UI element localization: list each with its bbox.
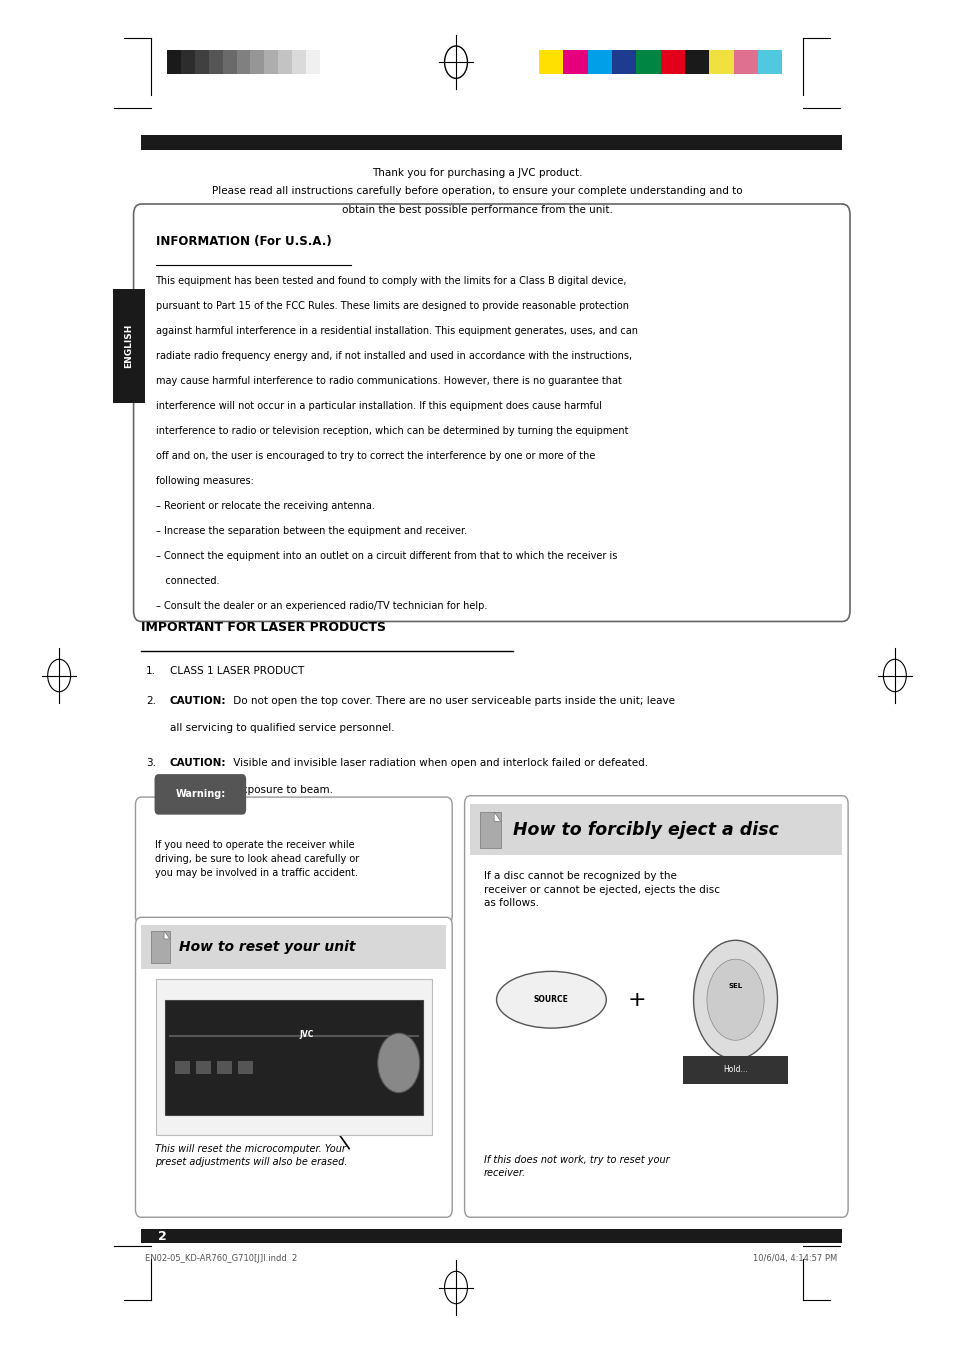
Text: This equipment has been tested and found to comply with the limits for a Class B: This equipment has been tested and found…: [155, 276, 626, 285]
Text: If a disc cannot be recognized by the
receiver or cannot be ejected, ejects the : If a disc cannot be recognized by the re…: [483, 871, 719, 908]
Bar: [195, 1061, 211, 1074]
Bar: [659, 50, 684, 74]
Bar: [155, 979, 432, 1135]
Text: – Connect the equipment into an outlet on a circuit different from that to which: – Connect the equipment into an outlet o…: [155, 551, 617, 561]
Bar: [141, 925, 446, 969]
Bar: [611, 50, 636, 74]
Text: How to reset your unit: How to reset your unit: [179, 940, 355, 954]
Polygon shape: [494, 812, 500, 821]
Text: – Consult the dealer or an experienced radio/TV technician for help.: – Consult the dealer or an experienced r…: [155, 601, 486, 611]
Text: interference to radio or television reception, which can be determined by turnin: interference to radio or television rece…: [155, 426, 627, 435]
Text: How to forcibly eject a disc: How to forcibly eject a disc: [513, 820, 779, 839]
Bar: [174, 1061, 190, 1074]
Bar: [278, 50, 292, 74]
Text: following measures:: following measures:: [155, 476, 253, 485]
Text: ENGLISH: ENGLISH: [124, 324, 133, 367]
Bar: [165, 1000, 422, 1115]
Bar: [209, 50, 222, 74]
Text: obtain the best possible performance from the unit.: obtain the best possible performance fro…: [341, 205, 612, 215]
Text: 1.: 1.: [146, 666, 155, 676]
Text: all servicing to qualified service personnel.: all servicing to qualified service perso…: [170, 723, 394, 732]
Ellipse shape: [496, 971, 606, 1028]
Bar: [682, 1056, 787, 1084]
Text: connected.: connected.: [155, 576, 219, 585]
Text: – Reorient or relocate the receiving antenna.: – Reorient or relocate the receiving ant…: [155, 501, 374, 511]
Text: If you need to operate the receiver while
driving, be sure to look ahead careful: If you need to operate the receiver whil…: [154, 840, 358, 878]
Text: If this does not work, try to reset your
receiver.: If this does not work, try to reset your…: [483, 1155, 669, 1178]
Bar: [636, 50, 659, 74]
Bar: [319, 50, 334, 74]
Text: 2: 2: [157, 1229, 167, 1243]
Text: SEL: SEL: [728, 984, 741, 989]
Bar: [306, 50, 319, 74]
FancyBboxPatch shape: [133, 204, 849, 621]
Text: against harmful interference in a residential installation. This equipment gener: against harmful interference in a reside…: [155, 326, 637, 335]
Text: Please read all instructions carefully before operation, to ensure your complete: Please read all instructions carefully b…: [212, 186, 741, 196]
Text: 10/6/04, 4:14:57 PM: 10/6/04, 4:14:57 PM: [753, 1254, 837, 1263]
Text: CLASS 1 LASER PRODUCT: CLASS 1 LASER PRODUCT: [170, 666, 304, 676]
Text: Hold...: Hold...: [722, 1066, 747, 1074]
Circle shape: [693, 940, 777, 1059]
Text: Thank you for purchasing a JVC product.: Thank you for purchasing a JVC product.: [372, 168, 581, 177]
Text: SOURCE: SOURCE: [534, 996, 568, 1004]
Text: Warning:: Warning:: [175, 789, 225, 800]
Bar: [684, 50, 708, 74]
Text: pursuant to Part 15 of the FCC Rules. These limits are designed to provide reaso: pursuant to Part 15 of the FCC Rules. Th…: [155, 301, 628, 311]
Bar: [292, 50, 306, 74]
Bar: [167, 50, 181, 74]
Bar: [236, 50, 250, 74]
Bar: [479, 812, 500, 848]
Bar: [237, 1061, 253, 1074]
Bar: [216, 1061, 232, 1074]
Bar: [112, 289, 145, 403]
Bar: [733, 50, 757, 74]
Text: This will reset the microcomputer. Your
preset adjustments will also be erased.: This will reset the microcomputer. Your …: [154, 1144, 347, 1167]
Text: JVC: JVC: [299, 1029, 314, 1039]
Bar: [587, 50, 611, 74]
Bar: [757, 50, 781, 74]
Text: Avoid direct exposure to beam.: Avoid direct exposure to beam.: [170, 785, 333, 794]
FancyBboxPatch shape: [135, 797, 452, 924]
Text: radiate radio frequency energy and, if not installed and used in accordance with: radiate radio frequency energy and, if n…: [155, 351, 631, 361]
Bar: [151, 931, 170, 963]
FancyBboxPatch shape: [154, 774, 246, 815]
Bar: [181, 50, 194, 74]
Text: IMPORTANT FOR LASER PRODUCTS: IMPORTANT FOR LASER PRODUCTS: [141, 621, 386, 635]
Text: +: +: [627, 990, 646, 1009]
Bar: [222, 50, 236, 74]
FancyBboxPatch shape: [464, 796, 847, 1217]
FancyBboxPatch shape: [135, 917, 452, 1217]
Bar: [194, 50, 209, 74]
Text: INFORMATION (For U.S.A.): INFORMATION (For U.S.A.): [155, 235, 331, 249]
Text: – Increase the separation between the equipment and receiver.: – Increase the separation between the eq…: [155, 526, 466, 535]
Polygon shape: [164, 931, 170, 939]
Text: may cause harmful interference to radio communications. However, there is no gua: may cause harmful interference to radio …: [155, 376, 620, 385]
Bar: [141, 1229, 841, 1243]
Circle shape: [377, 1034, 419, 1093]
Bar: [708, 50, 733, 74]
Bar: [264, 50, 278, 74]
Text: Visible and invisible laser radiation when open and interlock failed or defeated: Visible and invisible laser radiation wh…: [230, 758, 647, 767]
Bar: [470, 804, 841, 855]
Text: 3.: 3.: [146, 758, 155, 767]
Text: interference will not occur in a particular installation. If this equipment does: interference will not occur in a particu…: [155, 401, 601, 411]
Text: EN02-05_KD-AR760_G710[J]I.indd  2: EN02-05_KD-AR760_G710[J]I.indd 2: [145, 1254, 297, 1263]
Bar: [538, 50, 562, 74]
Text: CAUTION:: CAUTION:: [170, 758, 226, 767]
Bar: [250, 50, 264, 74]
Circle shape: [706, 959, 763, 1040]
Bar: [141, 135, 841, 150]
Bar: [562, 50, 587, 74]
Text: CAUTION:: CAUTION:: [170, 696, 226, 705]
Text: 2.: 2.: [146, 696, 155, 705]
Text: off and on, the user is encouraged to try to correct the interference by one or : off and on, the user is encouraged to tr…: [155, 451, 595, 461]
Text: Do not open the top cover. There are no user serviceable parts inside the unit; : Do not open the top cover. There are no …: [230, 696, 674, 705]
